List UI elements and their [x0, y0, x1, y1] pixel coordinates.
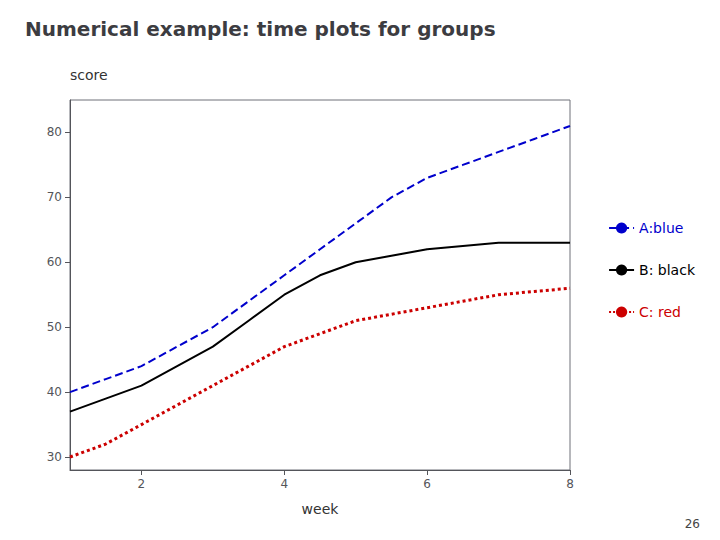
svg-text:40: 40: [47, 385, 62, 399]
svg-text:80: 80: [47, 125, 62, 139]
svg-text:8: 8: [566, 477, 574, 491]
svg-text:score: score: [70, 67, 108, 83]
svg-text:30: 30: [47, 450, 62, 464]
svg-text:2: 2: [138, 477, 146, 491]
svg-text:Numerical example: time plots: Numerical example: time plots for groups: [25, 17, 496, 41]
svg-text:50: 50: [47, 320, 62, 334]
svg-text:6: 6: [423, 477, 431, 491]
svg-text:4: 4: [280, 477, 288, 491]
svg-text:B: black: B: black: [639, 262, 696, 278]
svg-text:C: red: C: red: [639, 304, 681, 320]
svg-text:26: 26: [685, 517, 700, 531]
svg-text:60: 60: [47, 255, 62, 269]
svg-text:A:blue: A:blue: [639, 220, 683, 236]
svg-text:week: week: [302, 501, 340, 517]
svg-text:70: 70: [47, 190, 62, 204]
